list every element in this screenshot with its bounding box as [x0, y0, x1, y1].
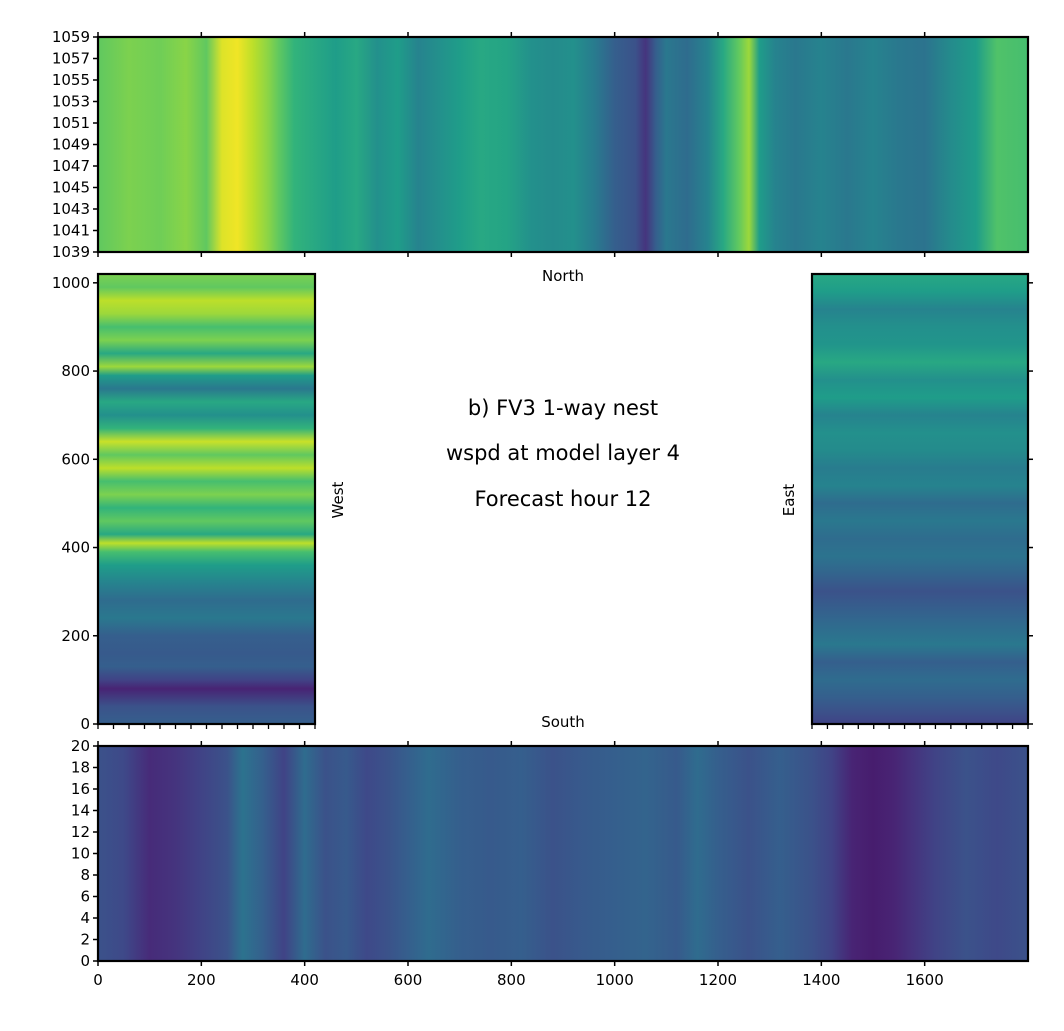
east-label: East	[780, 484, 798, 516]
title-line-2: wspd at model layer 4	[446, 441, 680, 465]
north-ticks: 1039 1041 1043 1045 1047 1049 1051 1053 1055 1057…	[52, 28, 926, 261]
east-heatmap	[812, 274, 1028, 724]
south-x-tick-label: 1000	[596, 971, 634, 989]
west-ticks: 0 200 400 600 800 1000	[52, 274, 316, 733]
south-x-tick-label: 1600	[906, 971, 944, 989]
west-y-tick-label: 200	[61, 627, 90, 645]
north-panel: 1039 1041 1043 1045 1047 1049 1051 1053 1055 1057…	[52, 28, 1030, 261]
north-y-tick-label: 1057	[52, 50, 90, 68]
south-x-tick-label: 0	[93, 971, 103, 989]
west-y-tick-label: 400	[61, 539, 90, 557]
south-y-tick-label: 12	[71, 823, 90, 841]
south-x-tick-label: 1200	[699, 971, 737, 989]
south-x-tick-label: 600	[394, 971, 423, 989]
west-label: West	[329, 481, 347, 518]
title-line-1: b) FV3 1-way nest	[468, 396, 658, 420]
north-y-tick-label: 1043	[52, 200, 90, 218]
south-heatmap	[98, 746, 1028, 961]
south-y-tick-label: 10	[71, 845, 90, 863]
south-x-tick-label: 200	[187, 971, 216, 989]
south-y-tick-label: 14	[71, 802, 90, 820]
west-y-tick-label: 800	[61, 362, 90, 380]
south-y-tick-label: 8	[80, 866, 90, 884]
north-y-tick-label: 1049	[52, 136, 90, 154]
east-ticks	[811, 282, 1033, 729]
north-y-tick-label: 1041	[52, 222, 90, 240]
west-y-tick-label: 1000	[52, 274, 90, 292]
south-x-tick-label: 1400	[802, 971, 840, 989]
south-x-tick-label: 800	[497, 971, 526, 989]
north-y-tick-label: 1055	[52, 71, 90, 89]
north-y-tick-label: 1053	[52, 93, 90, 111]
west-y-tick-label: 0	[80, 715, 90, 733]
north-heatmap	[98, 37, 1028, 252]
north-y-tick-label: 1039	[52, 243, 90, 261]
south-x-tick-label: 400	[290, 971, 319, 989]
west-panel: 0 200 400 600 800 1000	[52, 272, 317, 733]
title-line-3: Forecast hour 12	[474, 487, 651, 511]
south-y-tick-label: 16	[71, 780, 90, 798]
south-y-tick-label: 2	[80, 931, 90, 949]
north-y-tick-label: 1047	[52, 157, 90, 175]
south-y-tick-label: 6	[80, 888, 90, 906]
south-label: South	[541, 713, 585, 731]
east-panel	[810, 272, 1033, 729]
west-heatmap	[98, 274, 315, 724]
south-y-tick-label: 18	[71, 759, 90, 777]
north-label: North	[542, 267, 584, 285]
north-y-tick-label: 1059	[52, 28, 90, 46]
south-y-tick-label: 20	[71, 737, 90, 755]
south-y-tick-label: 4	[80, 909, 90, 927]
north-y-tick-label: 1045	[52, 179, 90, 197]
south-y-tick-label: 0	[80, 952, 90, 970]
west-y-tick-label: 600	[61, 450, 90, 468]
north-y-tick-label: 1051	[52, 114, 90, 132]
